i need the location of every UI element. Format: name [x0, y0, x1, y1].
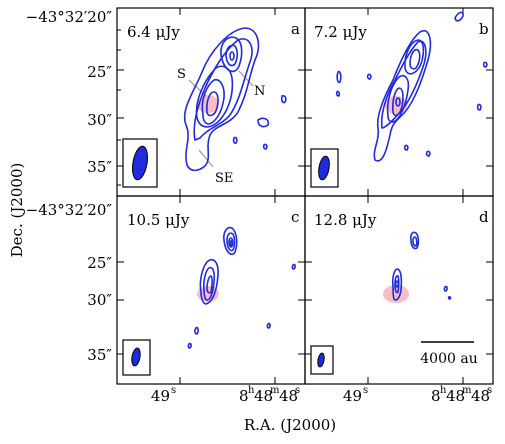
panel-a-se-leader [198, 149, 214, 168]
dec-label-bottom: −43°32′20″ [26, 201, 113, 219]
panel-d-letter: d [479, 208, 489, 226]
svg-text:m: m [270, 385, 280, 396]
panel-c-ticks [117, 196, 305, 384]
x-axis-label: R.A. (J2000) [244, 416, 336, 434]
svg-text:s: s [295, 385, 300, 396]
panel-b-letter: b [479, 20, 489, 38]
y-tick-label: 25″ [87, 254, 112, 272]
panel-c-rms: 10.5 μJy [127, 211, 190, 229]
panel-a-letter: a [291, 20, 300, 38]
svg-text:s: s [171, 385, 176, 396]
svg-text:h: h [248, 385, 255, 396]
svg-text:49: 49 [151, 387, 170, 405]
x-tick-label-8h48m48s-left: 8 h 48 m 48 s [239, 385, 300, 405]
svg-text:m: m [462, 385, 472, 396]
panel-d: 12.8 μJy d 4000 au [304, 195, 494, 385]
panel-d-scalebar-label: 4000 au [420, 351, 477, 367]
y-tick-label: 25″ [87, 63, 112, 81]
panel-a-label-n: N [254, 84, 265, 99]
panel-a-beam [132, 145, 148, 181]
panel-b-contours [335, 11, 488, 162]
panel-d-contours [391, 231, 452, 301]
panel-a-label-se: SE [215, 171, 233, 186]
svg-text:s: s [487, 385, 492, 396]
panel-c-contours [187, 226, 296, 349]
x-tick-label-49s-right: 49 s [343, 385, 368, 405]
dec-label-top: −43°32′20″ [26, 8, 113, 26]
panel-b-beam [318, 155, 330, 181]
svg-text:s: s [363, 385, 368, 396]
panel-c: 10.5 μJy c [116, 195, 306, 385]
svg-text:49: 49 [343, 387, 362, 405]
panel-c-beam [131, 347, 141, 367]
svg-text:48: 48 [471, 387, 490, 405]
panel-a-label-s: S [177, 67, 186, 82]
y-tick-label: 35″ [87, 346, 112, 364]
panel-d-beam [317, 352, 325, 368]
panel-a-n-leader [238, 70, 254, 87]
svg-text:h: h [440, 385, 447, 396]
panel-d-rms: 12.8 μJy [314, 211, 377, 229]
svg-text:48: 48 [279, 387, 298, 405]
svg-text:48: 48 [446, 387, 465, 405]
panel-c-letter: c [291, 208, 299, 226]
svg-text:48: 48 [254, 387, 273, 405]
svg-text:8: 8 [239, 387, 249, 405]
panel-a: 6.4 μJy a S N SE [116, 7, 306, 197]
svg-text:8: 8 [431, 387, 441, 405]
panel-a-contours [183, 27, 287, 172]
y-tick-label: 30″ [87, 111, 112, 129]
x-tick-label-49s-left: 49 s [151, 385, 176, 405]
y-tick-label: 35″ [87, 158, 112, 176]
x-tick-label-8h48m48s-right: 8 h 48 m 48 s [431, 385, 492, 405]
panel-d-marker [383, 285, 409, 303]
panel-a-ticks [117, 8, 305, 196]
panel-d-frame [304, 195, 494, 385]
panel-b-rms: 7.2 μJy [314, 23, 367, 41]
panel-a-rms: 6.4 μJy [127, 23, 180, 41]
panel-b: 7.2 μJy b [304, 7, 494, 197]
y-tick-label: 30″ [87, 291, 112, 309]
y-axis-label: Dec. (J2000) [8, 163, 26, 258]
